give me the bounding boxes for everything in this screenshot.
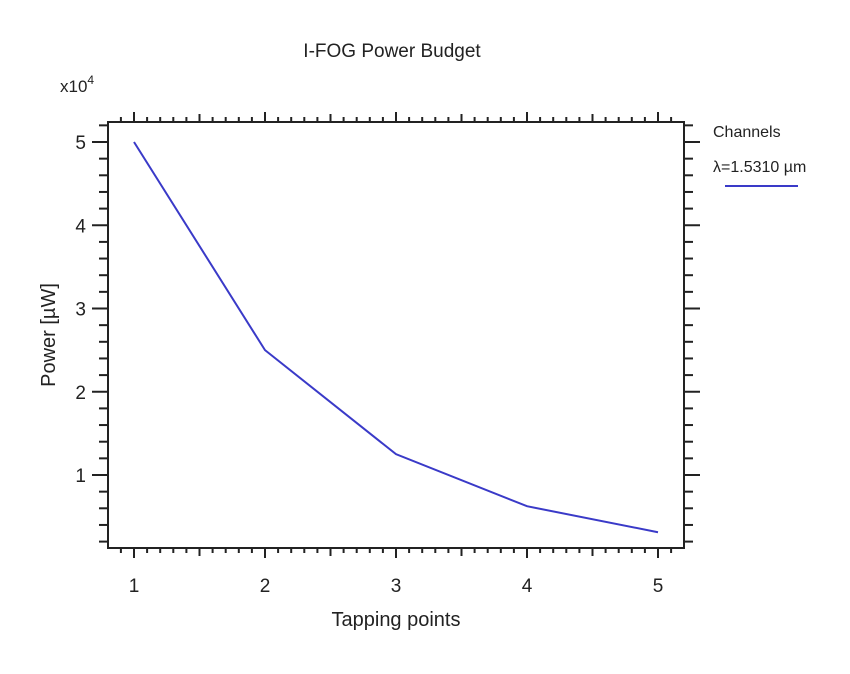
y-axis-label: Power [µW]: [38, 283, 60, 387]
y-tick-label: 3: [75, 300, 86, 321]
y-multiplier: x104: [60, 73, 94, 96]
x-tick-label: 2: [260, 576, 271, 597]
legend-title: Channels: [713, 124, 781, 141]
x-tick-label: 1: [129, 576, 140, 597]
y-tick-labels: 1 2 3 4 5: [75, 133, 86, 487]
y-tick-label: 4: [75, 216, 86, 237]
legend: Channels λ=1.5310 µm: [713, 124, 806, 187]
x-axis-label: Tapping points: [332, 609, 461, 631]
x-tick-label: 3: [391, 576, 402, 597]
y-tick-label: 2: [75, 383, 86, 404]
x-tick-label: 4: [522, 576, 533, 597]
series-line: [133, 141, 659, 534]
x-tick-label: 5: [653, 576, 664, 597]
axis-ticks: [92, 112, 700, 558]
legend-item-label: λ=1.5310 µm: [713, 159, 806, 176]
chart-title: I-FOG Power Budget: [303, 41, 481, 62]
y-tick-label: 5: [75, 133, 86, 154]
plot-frame: [107, 121, 685, 549]
x-tick-labels: 1 2 3 4 5: [129, 576, 664, 597]
y-tick-label: 1: [75, 466, 86, 487]
